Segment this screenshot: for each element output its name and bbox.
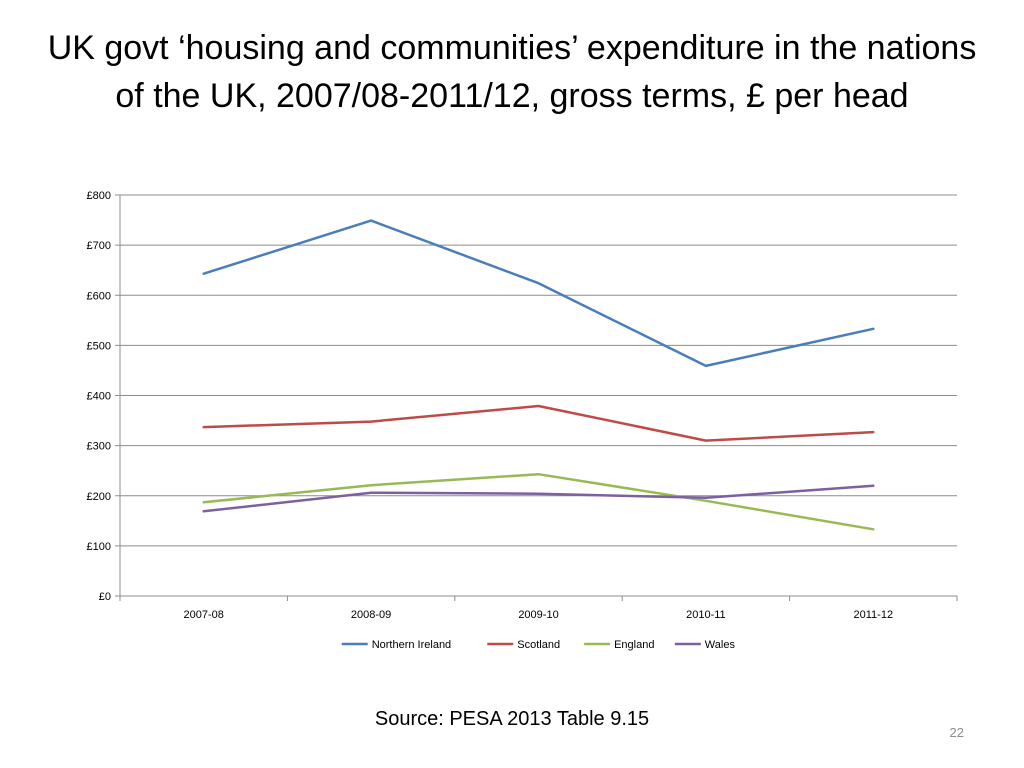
- x-tick-label: 2011-12: [854, 609, 894, 621]
- series-line-northern-ireland: [202, 219, 875, 368]
- x-tick-label: 2010-11: [686, 609, 726, 621]
- y-tick-label: £500: [87, 340, 111, 352]
- x-tick-label: 2008-09: [351, 609, 391, 621]
- x-tick-label: 2007-08: [184, 609, 224, 621]
- y-tick-label: £200: [87, 491, 111, 503]
- y-tick-label: £400: [87, 391, 111, 403]
- y-tick-label: £300: [87, 441, 111, 453]
- legend-label-wales: Wales: [705, 639, 736, 651]
- series-line-wales: [202, 484, 875, 513]
- y-tick-label: £700: [87, 240, 111, 252]
- legend-label-northern-ireland: Northern Ireland: [372, 639, 452, 651]
- source-note: Source: PESA 2013 Table 9.15: [374, 708, 650, 730]
- slide-title: UK govt ‘housing and communities’ expend…: [47, 29, 977, 115]
- slide-number: 22: [949, 725, 964, 740]
- series-line-scotland: [202, 404, 875, 442]
- x-tick-label: 2009-10: [518, 609, 558, 621]
- series-line-england: [202, 472, 875, 531]
- y-tick-label: £800: [87, 190, 111, 202]
- legend-label-scotland: Scotland: [517, 639, 560, 651]
- y-tick-label: £0: [99, 591, 111, 603]
- y-tick-label: £100: [87, 541, 111, 553]
- y-tick-label: £600: [87, 290, 111, 302]
- legend-label-england: England: [614, 639, 654, 651]
